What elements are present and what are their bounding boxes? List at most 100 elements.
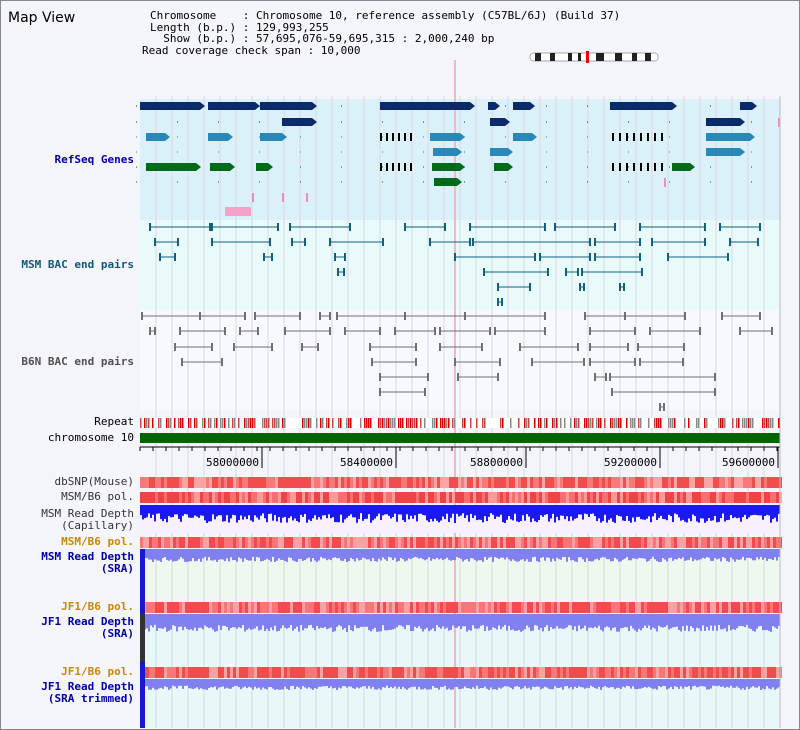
msm-b6-pol-strip-2-cell	[563, 537, 566, 548]
msm-b6-pol-strip-cell	[746, 492, 749, 503]
msm-sra-depth-bar	[494, 549, 496, 558]
dbsnp-strip-cell	[644, 477, 647, 488]
repeat-mark	[158, 418, 160, 428]
track-label-repeat[interactable]: Repeat	[94, 415, 134, 428]
jf1-sra-depth-bar	[546, 614, 548, 626]
jf1-b6-pol-strip-cell	[488, 602, 491, 613]
msm-sra-depth-bar	[510, 549, 512, 562]
jf1-trim-depth-bar	[320, 679, 322, 687]
msm-capillary-depth-bar	[470, 505, 472, 514]
msm-b6-pol-strip-cell	[434, 492, 437, 503]
track-label-msm-depth-sra[interactable]: MSM Read Depth (SRA)	[41, 550, 134, 575]
b6n-bac-pair-end	[589, 327, 591, 335]
dbsnp-strip-cell	[314, 477, 317, 488]
msm-b6-pol-strip-cell	[731, 492, 734, 503]
jf1-sra-depth-bar	[210, 614, 212, 628]
msm-bac-pair-end	[704, 238, 706, 246]
jf1-trim-depth-bar	[488, 679, 490, 690]
repeat-mark	[144, 418, 146, 428]
track-label-jf1-depth-sra[interactable]: JF1 Read Depth (SRA)	[41, 615, 134, 640]
jf1-b6-pol-strip-cell	[617, 602, 620, 613]
gene-arrow	[460, 163, 465, 171]
dbsnp-strip-cell	[740, 477, 743, 488]
msm-b6-pol-strip-cell	[752, 492, 755, 503]
jf1-trim-depth-bar	[766, 679, 768, 687]
repeat-mark	[302, 418, 304, 428]
jf1-trim-depth-bar	[272, 679, 274, 689]
jf1-trim-depth-bar	[566, 679, 568, 686]
msm-capillary-depth-bar	[402, 505, 404, 521]
jf1-trim-depth-bar	[608, 679, 610, 688]
jf1-trim-depth-bar	[482, 679, 484, 689]
track-label-jf1-b6-pol-2[interactable]: JF1/B6 pol.	[61, 665, 134, 678]
msm-b6-pol-strip-cell	[710, 492, 713, 503]
track-label-refseq[interactable]: RefSeq Genes	[54, 153, 134, 166]
msm-capillary-depth-bar	[642, 505, 644, 520]
msm-capillary-depth-bar	[150, 505, 152, 518]
msm-b6-pol-strip-2-cell	[536, 537, 539, 548]
track-label-msm-depth-capillary[interactable]: MSM Read Depth (Capillary)	[41, 507, 134, 532]
dbsnp-strip-cell	[569, 477, 572, 488]
jf1-sra-depth-bar	[772, 614, 774, 627]
track-label-msm-b6-pol-2[interactable]: MSM/B6 pol.	[61, 535, 134, 548]
track-label-jf1-depth-trimmed[interactable]: JF1 Read Depth (SRA trimmed)	[41, 680, 134, 705]
msm-b6-pol-strip-2-cell	[704, 537, 707, 548]
msm-b6-pol-strip-cell	[590, 492, 593, 503]
msm-capillary-depth-bar	[680, 505, 682, 521]
jf1-trim-depth-bar	[160, 679, 162, 688]
jf1-b6-pol-strip-2-cell	[200, 667, 203, 678]
jf1-sra-depth-bar	[188, 614, 190, 630]
msm-b6-pol-strip-cell	[212, 492, 215, 503]
jf1-sra-depth-bar	[556, 614, 558, 627]
b6n-bac-pair-end	[589, 358, 591, 366]
jf1-b6-pol-strip-cell	[206, 602, 209, 613]
msm-bac-pair-end	[304, 238, 306, 246]
jf1-trim-depth-bar	[706, 679, 708, 690]
jf1-sra-depth-bar	[628, 614, 630, 631]
msm-capillary-depth-bar	[324, 505, 326, 516]
repeat-mark	[482, 418, 484, 428]
msm-capillary-depth-bar	[370, 505, 372, 523]
msm-capillary-depth-bar	[740, 505, 742, 522]
jf1-b6-pol-strip-2-cell	[524, 667, 527, 678]
jf1-sra-depth-bar	[452, 614, 454, 626]
jf1-sra-depth-bar	[236, 614, 238, 629]
track-label-jf1-b6-pol[interactable]: JF1/B6 pol.	[61, 600, 134, 613]
jf1-trim-depth-bar	[262, 679, 264, 688]
jf1-sra-depth-bar	[320, 614, 322, 628]
jf1-b6-pol-strip-2-cell	[590, 667, 593, 678]
msm-sra-depth-bar	[416, 549, 418, 558]
msm-bac-pair-end	[277, 223, 279, 231]
jf1-sra-depth-bar	[490, 614, 492, 630]
jf1-b6-pol-strip-2-cell	[578, 667, 581, 678]
dbsnp-strip-cell	[758, 477, 761, 488]
b6n-bac-pair-end	[284, 327, 286, 335]
jf1-trim-depth-bar	[154, 679, 156, 690]
track-label-dbsnp[interactable]: dbSNP(Mouse)	[54, 475, 134, 488]
msm-sra-depth-bar	[200, 549, 202, 562]
jf1-b6-pol-strip-cell	[584, 602, 587, 613]
jf1-b6-pol-strip-cell	[638, 602, 641, 613]
msm-b6-pol-strip-2-cell	[752, 537, 755, 548]
msm-sra-depth-bar	[356, 549, 358, 559]
chromosome-bar	[140, 433, 780, 443]
msm-b6-pol-strip-2-cell	[455, 537, 458, 548]
track-label-chromosome[interactable]: chromosome 10	[47, 431, 134, 444]
repeat-mark	[190, 418, 192, 428]
msm-capillary-depth-bar	[418, 505, 420, 514]
track-label-b6n-bac[interactable]: B6N BAC end pairs	[21, 355, 134, 368]
msm-b6-pol-strip-cell	[239, 492, 242, 503]
msm-b6-pol-strip-2-cell	[485, 537, 488, 548]
msm-b6-pol-strip-2-cell	[401, 537, 404, 548]
msm-sra-depth-bar	[598, 549, 600, 561]
msm-sra-depth-bar	[324, 549, 326, 559]
msm-sra-depth-bar	[186, 549, 188, 562]
msm-capillary-depth-bar	[148, 505, 150, 514]
msm-b6-pol-strip-2-cell	[170, 537, 173, 548]
msm-b6-pol-strip-2-cell	[500, 537, 503, 548]
track-label-msm-b6-pol[interactable]: MSM/B6 pol.	[61, 490, 134, 503]
msm-b6-pol-strip-2-cell	[302, 537, 305, 548]
track-label-msm-bac[interactable]: MSM BAC end pairs	[21, 258, 134, 271]
msm-b6-pol-strip-cell	[194, 492, 197, 503]
